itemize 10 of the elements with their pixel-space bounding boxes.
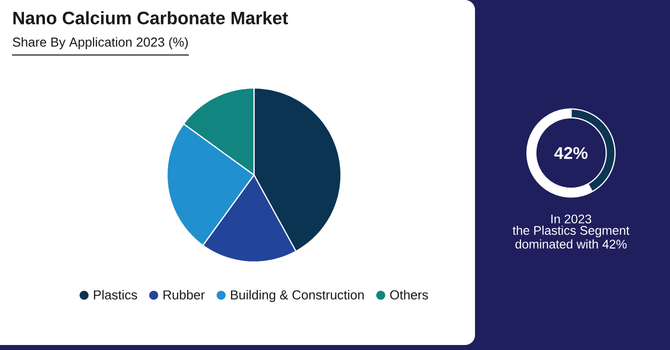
- chart-subtitle: Share By Application 2023 (%): [12, 37, 188, 50]
- text: the Plastics Segment: [512, 226, 630, 238]
- legend-label: Building & Construction: [231, 290, 364, 302]
- legend-label: Plastics: [94, 290, 138, 300]
- legend-label: Rubber: [164, 290, 205, 300]
- text: In 2023: [551, 214, 592, 224]
- legend-label: Others: [390, 290, 428, 300]
- text: 42%: [554, 147, 588, 159]
- chart-title: Nano Calcium Carbonate Market: [13, 11, 288, 24]
- text: dominated with 42%: [515, 239, 627, 249]
